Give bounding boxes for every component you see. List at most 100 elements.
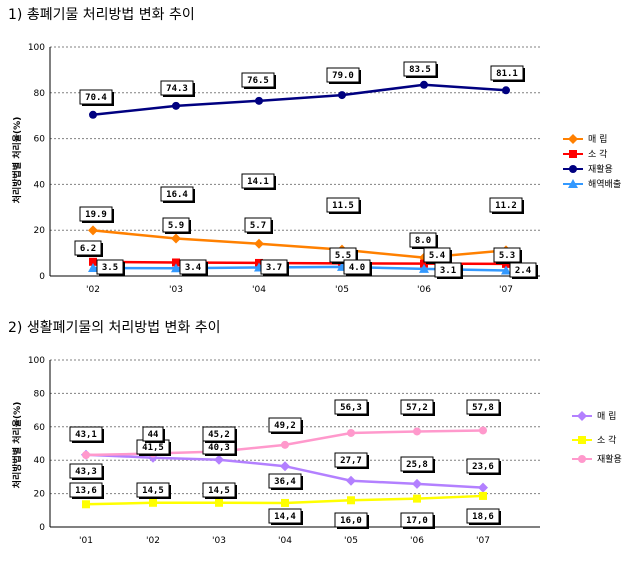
chart1-data-label: 79.0 — [326, 67, 361, 84]
chart1-data-point — [172, 101, 180, 110]
data-label-box — [400, 399, 434, 415]
chart1-series-line — [92, 83, 507, 117]
chart2-data-label: 43,3 — [69, 463, 104, 480]
chart2-data-point — [280, 461, 290, 472]
chart1-legend-label: 재활용 — [588, 163, 613, 175]
chart2-data-label: 36,4 — [268, 473, 303, 490]
data-label-text: 2.4 — [515, 266, 532, 276]
data-label-text: 57,8 — [472, 403, 494, 413]
data-label-text: 56,3 — [340, 403, 362, 413]
chart2-data-label: 25,8 — [400, 456, 435, 473]
data-label-text: 11.5 — [332, 201, 354, 211]
data-label-box — [466, 508, 500, 524]
chart2-legend-marker — [577, 411, 587, 421]
data-label-box — [403, 61, 437, 77]
chart2-data-label: 43,1 — [69, 426, 104, 443]
data-label-text: 40,3 — [208, 443, 230, 453]
chart1-data-point — [338, 91, 346, 100]
data-label-text: 18,6 — [472, 512, 494, 522]
data-label-text: 19.9 — [85, 210, 107, 220]
chart2-legend-marker — [578, 455, 586, 463]
chart2-legend-label: 매 립 — [597, 411, 616, 422]
chart2-legend-marker — [578, 436, 586, 444]
data-label-text: 6.2 — [80, 244, 96, 254]
chart1-data-label: 76.5 — [241, 72, 276, 89]
data-label-box — [79, 89, 113, 105]
data-label-box — [74, 240, 102, 256]
chart2-x-tick-label: '01 — [79, 536, 93, 546]
chart1-data-label: 5.9 — [162, 217, 191, 234]
data-label-text: 4.0 — [349, 263, 365, 273]
data-label-text: 3.7 — [266, 263, 282, 273]
chart1-data-point — [88, 225, 98, 236]
chart1-data-point — [502, 86, 510, 95]
data-label-text: 5.7 — [250, 221, 266, 231]
data-label-box — [160, 80, 194, 96]
chart2-data-point — [281, 440, 289, 449]
chart2-data-point — [413, 427, 421, 436]
data-label-text: 41,5 — [142, 443, 164, 453]
chart2-data-label: 49,2 — [268, 417, 303, 434]
data-label-text: 5.9 — [168, 221, 184, 231]
chart1-x-tick-label: '03 — [169, 285, 183, 295]
data-label-box — [423, 247, 451, 263]
data-label-text: 44 — [148, 430, 159, 440]
chart1-data-point — [171, 263, 181, 273]
chart2-y-tick-label: 80 — [34, 389, 46, 399]
data-label-text: 14,5 — [208, 486, 230, 496]
chart1-data-label: 2.4 — [509, 262, 538, 279]
chart1-data-label: 19.9 — [79, 206, 114, 223]
data-label-box — [326, 197, 360, 213]
data-label-text: 57,2 — [406, 403, 428, 413]
data-label-text: 5.4 — [429, 251, 446, 261]
chart1-data-point — [420, 80, 428, 89]
chart1-data-label: 83.5 — [403, 61, 438, 78]
data-label-box — [268, 473, 302, 489]
chart1-data-label: 14.1 — [241, 173, 276, 190]
chart2-data-point — [479, 491, 487, 500]
data-label-box — [69, 463, 103, 479]
data-label-text: 83.5 — [409, 65, 431, 75]
data-label-text: 49,2 — [274, 421, 296, 431]
data-label-text: 36,4 — [274, 477, 296, 487]
chart2-y-tick-label: 40 — [34, 456, 46, 466]
chart2-x-tick-label: '03 — [212, 536, 226, 546]
chart1-legend-marker — [569, 165, 577, 173]
chart2-data-point — [412, 478, 422, 489]
chart2-x-tick-label: '05 — [344, 536, 358, 546]
chart1-data-label: 5.4 — [423, 247, 452, 264]
chart1-y-tick-label: 100 — [28, 43, 45, 53]
chart1-data-label: 4.0 — [343, 259, 372, 276]
chart1-x-tick-label: '05 — [335, 285, 349, 295]
data-label-box — [268, 508, 302, 524]
data-label-box — [260, 259, 288, 275]
chart2-data-label: 14,5 — [202, 482, 237, 499]
chart2-y-tick-label: 60 — [34, 423, 46, 433]
chart1-y-tick-label: 0 — [39, 272, 45, 282]
chart1-data-label: 11.5 — [326, 197, 361, 214]
data-label-text: 79.0 — [332, 71, 354, 81]
data-label-box — [244, 217, 272, 233]
data-label-box — [334, 512, 368, 528]
data-label-box — [509, 262, 537, 278]
data-label-box — [490, 65, 524, 81]
chart1-data-label: 3.7 — [260, 259, 289, 276]
chart1-data-label: 3.4 — [179, 259, 208, 276]
data-label-box — [241, 173, 275, 189]
data-label-box — [142, 426, 164, 442]
data-label-box — [493, 247, 521, 263]
chart1-y-tick-label: 40 — [34, 180, 46, 190]
chart1-x-tick-label: '02 — [86, 285, 100, 295]
chart1-data-point — [89, 110, 97, 119]
data-label-box — [343, 259, 371, 275]
data-label-text: 8.0 — [415, 236, 431, 246]
data-label-text: 14.1 — [247, 177, 269, 187]
chart1-y-tick-label: 60 — [34, 135, 46, 145]
chart2-data-label: 56,3 — [334, 399, 369, 416]
chart1-x-tick-label: '04 — [252, 285, 266, 295]
chart2-legend-label: 재활용 — [597, 453, 622, 465]
chart2-data-point — [215, 498, 223, 507]
data-label-text: 76.5 — [247, 76, 269, 86]
chart2-data-point — [413, 494, 421, 503]
